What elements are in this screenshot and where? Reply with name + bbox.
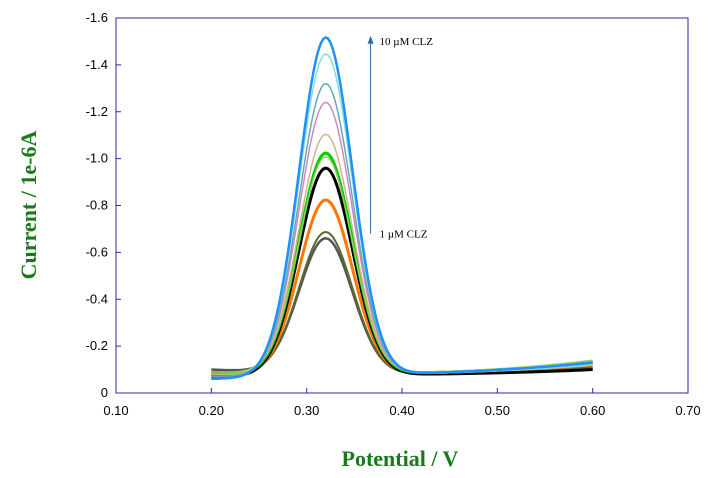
plot-area	[115, 17, 689, 394]
series-layer	[211, 36, 593, 381]
annotation-layer: 10 µM CLZ 1 µM CLZ	[367, 35, 434, 241]
x-tick-label: 0.40	[389, 403, 414, 418]
annotation-top: 10 µM CLZ	[380, 36, 434, 48]
y-tick-label: 0	[101, 385, 108, 400]
y-axis-title: Current / 1e-6A	[16, 131, 41, 280]
x-tick-label: 0.20	[199, 403, 224, 418]
y-tick-label: -1.0	[86, 151, 108, 166]
annotation-bottom: 1 µM CLZ	[380, 229, 428, 241]
y-tick-label: -1.2	[86, 104, 108, 119]
series-line	[211, 36, 593, 381]
x-tick-label: 0.30	[294, 403, 319, 418]
y-tick-label: -1.6	[86, 10, 108, 25]
x-tick-label: 0.60	[580, 403, 605, 418]
x-tick-label: 0.70	[675, 403, 700, 418]
x-axis-title: Potential / V	[342, 446, 459, 471]
y-tick-label: -1.4	[86, 57, 108, 72]
x-tick-label: 0.10	[103, 403, 128, 418]
arrow-head-icon	[367, 35, 374, 44]
plot-frame	[115, 17, 689, 394]
y-tick-label: -0.4	[86, 291, 108, 306]
y-tick-label: -0.2	[86, 338, 108, 353]
x-tick-label: 0.50	[485, 403, 510, 418]
axis-layer: 0.10 0.20 0.30 0.40 0.50 0.60 0.70 0 -0.2 -0.4 -0.…	[86, 10, 701, 418]
y-tick-label: -0.8	[86, 198, 108, 213]
y-tick-label: -0.6	[86, 244, 108, 259]
